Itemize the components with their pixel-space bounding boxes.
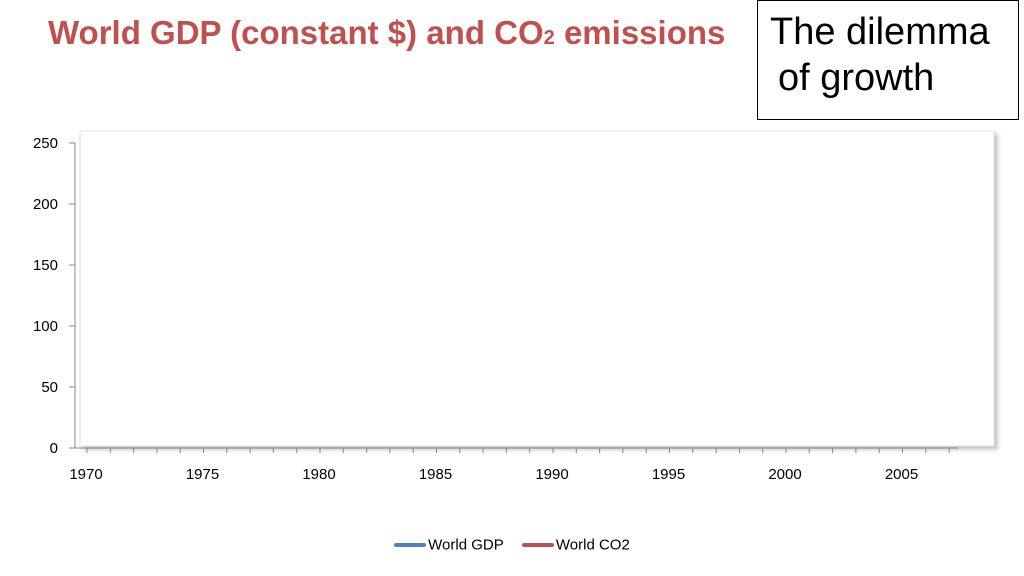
x-tick-label: 1995	[652, 466, 685, 483]
x-tick-label: 1990	[535, 466, 568, 483]
axes-layer: 0 50 100 150 200 250 1970 1975 1980 1985 1990 1995 2…	[33, 135, 958, 483]
legend-label-world-co2: World CO2	[555, 536, 630, 554]
title-end: emissions	[554, 14, 726, 51]
callout-line-2: of growth	[778, 57, 935, 99]
slide-title: World GDP (constant $) and CO2 emissions	[48, 14, 725, 52]
x-tick-label: 2005	[885, 466, 918, 483]
legend-swatch-world-gdp	[394, 543, 427, 548]
legend-item-world-co2: World CO2	[521, 536, 630, 554]
x-tick-label: 1985	[419, 466, 452, 483]
title-main: World GDP (constant $) and CO	[48, 14, 544, 51]
chart-legend: World GDP World CO2	[0, 536, 1024, 554]
y-tick-label: 50	[41, 379, 58, 396]
legend-item-world-gdp: World GDP	[394, 536, 504, 554]
y-tick-label: 200	[33, 196, 58, 213]
x-tick-label: 1970	[69, 466, 102, 483]
x-tick-label: 2000	[768, 466, 801, 483]
y-tick-label: 250	[33, 135, 58, 152]
plot-area	[79, 130, 995, 447]
legend-swatch-world-co2	[521, 543, 554, 548]
callout-box: The dilemma of growth	[757, 0, 1019, 120]
x-tick-label: 1975	[186, 466, 219, 483]
callout-line-1: The dilemma	[770, 11, 990, 53]
y-tick-label: 100	[33, 318, 58, 335]
x-tick-label: 1980	[302, 466, 335, 483]
title-subscript: 2	[543, 27, 555, 49]
legend-label-world-gdp: World GDP	[428, 536, 504, 554]
y-tick-label: 0	[50, 440, 58, 457]
y-tick-label: 150	[33, 257, 58, 274]
